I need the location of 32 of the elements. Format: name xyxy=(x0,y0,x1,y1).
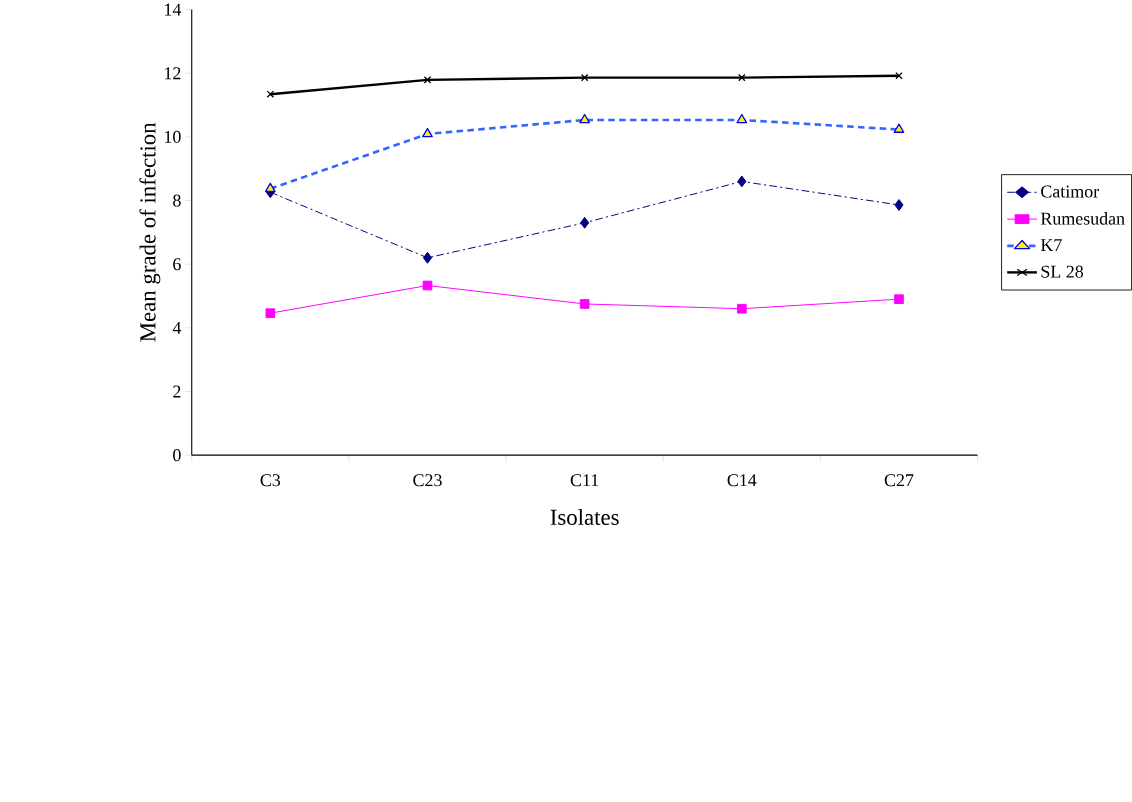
y-tick-label: 0 xyxy=(173,449,181,462)
y-axis-title: Mean grade of infection xyxy=(139,122,161,342)
point xyxy=(580,216,590,229)
x-tick-label: C27 xyxy=(884,474,914,487)
point xyxy=(265,308,276,318)
point xyxy=(422,280,433,291)
legend-label: K7 xyxy=(1040,239,1062,251)
legend-label: Catimor xyxy=(1041,185,1100,198)
point xyxy=(738,73,746,82)
point xyxy=(894,294,904,304)
point xyxy=(423,76,432,84)
y-tick-label: 4 xyxy=(172,321,182,334)
y-tick-label: 2 xyxy=(173,385,181,398)
y-tick-label: 14 xyxy=(165,3,182,16)
x-tick-label: C23 xyxy=(413,474,442,487)
point xyxy=(894,198,904,211)
point xyxy=(422,251,433,264)
x-tick-label: C3 xyxy=(260,474,281,487)
y-tick-label: 6 xyxy=(173,258,181,271)
point xyxy=(895,71,903,80)
y-tick-label: 8 xyxy=(173,194,181,207)
legend-label: SL 28 xyxy=(1041,265,1084,278)
y-tick-label: 12 xyxy=(165,67,181,80)
x-axis-title: Isolates xyxy=(550,508,619,525)
y-tick-label: 10 xyxy=(165,130,181,143)
point xyxy=(266,90,275,98)
x-tick-label: C14 xyxy=(727,474,757,487)
legend-label: Rumesudan xyxy=(1040,212,1125,225)
point xyxy=(579,299,590,309)
point xyxy=(736,303,747,314)
point xyxy=(737,175,747,188)
x-tick-label: C11 xyxy=(570,474,599,487)
